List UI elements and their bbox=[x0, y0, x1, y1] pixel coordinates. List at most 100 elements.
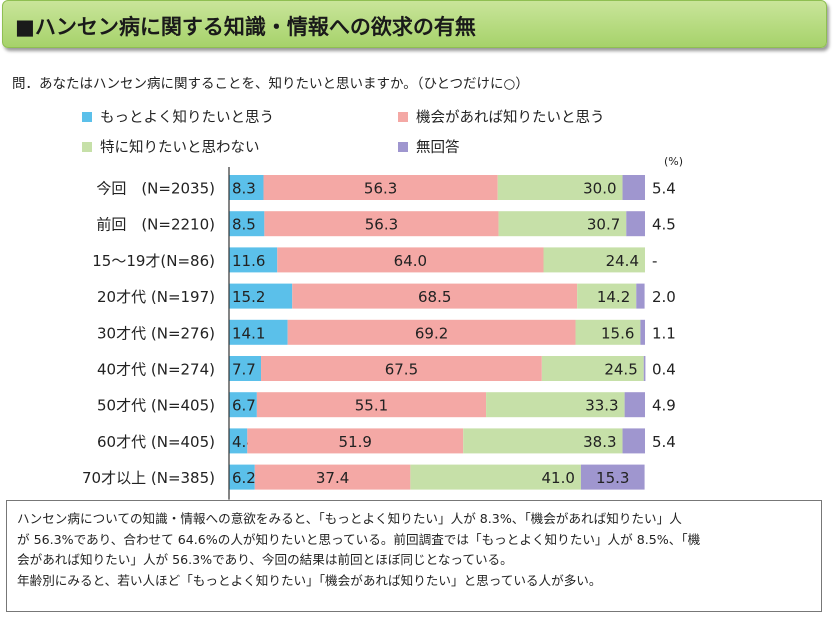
data-label-if-chance: 55.1 bbox=[355, 397, 388, 415]
data-label-more-info: 15.2 bbox=[232, 288, 265, 306]
data-label-not-particularly: 33.3 bbox=[585, 397, 618, 415]
category-label: 50才代 (N=405) bbox=[97, 397, 215, 415]
bar-segment-no-answer bbox=[580, 464, 645, 490]
data-label-more-info: 7.7 bbox=[232, 361, 256, 379]
bar-segment-if-chance bbox=[256, 392, 487, 418]
data-label-not-particularly: 30.0 bbox=[583, 180, 616, 198]
legend-swatch bbox=[82, 142, 92, 152]
bar-segment-if-chance bbox=[263, 175, 498, 200]
data-label-not-particularly: 41.0 bbox=[542, 469, 575, 487]
data-label-if-chance: 56.3 bbox=[364, 180, 397, 198]
data-label-if-chance: 51.9 bbox=[339, 433, 372, 451]
bar-segment-not-particularly bbox=[497, 175, 623, 200]
summary-line: 年齢別にみると、若い人ほど「もっとよく知りたい」「機会があれば知りたい」と思って… bbox=[17, 572, 602, 588]
data-label-more-info: 14.1 bbox=[232, 324, 265, 342]
summary-line: ハンセン病についての知識・情報への意欲をみると、「もっとよく知りたい」人が 8.… bbox=[17, 511, 682, 526]
data-label-more-info: 8.3 bbox=[232, 180, 256, 198]
category-label: 15～19才(N=86) bbox=[92, 252, 215, 270]
bar-segment-not-particularly bbox=[577, 283, 637, 309]
legend-swatch bbox=[398, 112, 408, 122]
legend-item-more-info: もっとよく知りたいと思う bbox=[82, 106, 274, 127]
bar-segment-more-info bbox=[229, 319, 288, 345]
data-label-not-particularly: 14.2 bbox=[597, 288, 630, 306]
data-label-more-info: 6.2 bbox=[232, 469, 256, 487]
percent-unit-label: (%) bbox=[664, 155, 684, 168]
category-label: 60才代 (N=405) bbox=[97, 433, 215, 451]
bar-segment-more-info bbox=[229, 211, 265, 237]
bar-segment-more-info bbox=[229, 247, 278, 273]
category-label: 20才代 (N=197) bbox=[97, 288, 215, 306]
bar-segment-not-particularly bbox=[486, 392, 625, 418]
survey-question: 問．あなたはハンセン病に関することを、知りたいと思いますか。（ひとつだけに○） bbox=[12, 76, 529, 92]
data-label-no-answer: 15.3 bbox=[596, 469, 629, 487]
data-label-not-particularly: 30.7 bbox=[587, 216, 620, 234]
bar-segment-not-particularly bbox=[410, 464, 581, 490]
legend-swatch bbox=[398, 142, 408, 152]
data-label-if-chance: 37.4 bbox=[316, 469, 349, 487]
bar-segment-if-chance bbox=[277, 247, 544, 273]
bar-segment-not-particularly bbox=[463, 428, 623, 454]
summary-line: が 56.3%であり、合わせて 64.6%の人が知りたいと思っている。前回調査で… bbox=[17, 531, 701, 547]
category-label: 30才代 (N=276) bbox=[97, 324, 215, 342]
bar-segment-no-answer bbox=[636, 283, 645, 309]
data-label-if-chance: 68.5 bbox=[418, 288, 451, 306]
data-label-no-answer: - bbox=[652, 252, 657, 270]
bar-segment-if-chance bbox=[287, 319, 576, 345]
summary-box: ハンセン病についての知識・情報への意欲をみると、「もっとよく知りたい」人が 8.… bbox=[6, 500, 822, 612]
data-label-if-chance: 69.2 bbox=[415, 324, 448, 342]
bar-segment-no-answer bbox=[622, 175, 645, 200]
category-label: 40才代 (N=274) bbox=[97, 361, 215, 379]
category-label: 前回 (N=2210) bbox=[96, 216, 215, 234]
bar-segment-no-answer bbox=[640, 319, 645, 345]
title-bar: ■ハンセン病に関する知識・情報への欲求の有無 bbox=[2, 0, 827, 48]
data-label-no-answer: 5.4 bbox=[652, 433, 676, 451]
data-label-if-chance: 67.5 bbox=[385, 361, 418, 379]
bar-segment-more-info bbox=[229, 356, 262, 381]
bar-segment-if-chance bbox=[247, 428, 464, 454]
bar-segment-not-particularly bbox=[543, 247, 645, 273]
legend-item-not-particularly: 特に知りたいと思わない bbox=[82, 136, 260, 157]
legend-item-no-answer: 無回答 bbox=[398, 136, 460, 157]
data-label-no-answer: 5.4 bbox=[652, 180, 676, 198]
data-label-if-chance: 64.0 bbox=[394, 252, 427, 270]
bar-segment-not-particularly bbox=[541, 356, 644, 381]
legend-swatch bbox=[82, 112, 92, 122]
bar-segment-more-info bbox=[229, 428, 248, 454]
category-label: 70才以上 (N=385) bbox=[82, 469, 215, 487]
data-label-if-chance: 56.3 bbox=[365, 216, 398, 234]
bar-segment-more-info bbox=[229, 175, 264, 200]
data-label-not-particularly: 38.3 bbox=[583, 433, 616, 451]
bar-segment-if-chance bbox=[264, 211, 499, 237]
bar-segment-if-chance bbox=[292, 283, 578, 309]
legend-label: 機会があれば知りたいと思う bbox=[416, 110, 605, 126]
category-label: 今回 (N=2035) bbox=[96, 180, 215, 198]
data-label-more-info: 11.6 bbox=[232, 252, 265, 270]
summary-line: 会があれば知りたい」人が 56.3%であり、今回の結果は前回とほぼ同じとなってい… bbox=[17, 552, 513, 567]
stacked-bar-chart: 今回 (N=2035) 8.3 56.3 30.0 5.4 前回 (N=2210) 8.5 5… bbox=[82, 167, 676, 500]
legend-label: もっとよく知りたいと思う bbox=[100, 110, 274, 126]
bar-segment-more-info bbox=[229, 283, 293, 309]
legend-item-if-chance: 機会があれば知りたいと思う bbox=[398, 106, 605, 127]
bar-segment-more-info bbox=[229, 392, 257, 418]
bar-segment-no-answer bbox=[622, 428, 645, 454]
legend-label: 無回答 bbox=[416, 140, 460, 156]
bar-segment-not-particularly bbox=[575, 319, 641, 345]
data-label-no-answer: 4.9 bbox=[652, 397, 676, 415]
bar-segment-if-chance bbox=[261, 356, 542, 381]
data-label-more-info: 6.7 bbox=[232, 397, 256, 415]
legend-label: 特に知りたいと思わない bbox=[100, 140, 260, 156]
bar-segment-no-answer bbox=[626, 211, 645, 237]
bar-segment-if-chance bbox=[254, 464, 411, 490]
data-label-not-particularly: 24.4 bbox=[606, 252, 639, 270]
bar-segment-not-particularly bbox=[498, 211, 627, 237]
bar-segment-more-info bbox=[229, 464, 255, 490]
data-label-more-info: 8.5 bbox=[232, 216, 256, 234]
bar-segment-no-answer bbox=[624, 392, 645, 418]
data-label-no-answer: 1.1 bbox=[652, 324, 676, 342]
data-label-no-answer: 4.5 bbox=[652, 216, 676, 234]
data-label-not-particularly: 24.5 bbox=[604, 361, 637, 379]
bar-segment-no-answer bbox=[643, 356, 646, 381]
data-label-no-answer: 0.4 bbox=[652, 361, 676, 379]
data-label-no-answer: 2.0 bbox=[652, 288, 676, 306]
chart-title: ■ハンセン病に関する知識・情報への欲求の有無 bbox=[15, 15, 476, 39]
